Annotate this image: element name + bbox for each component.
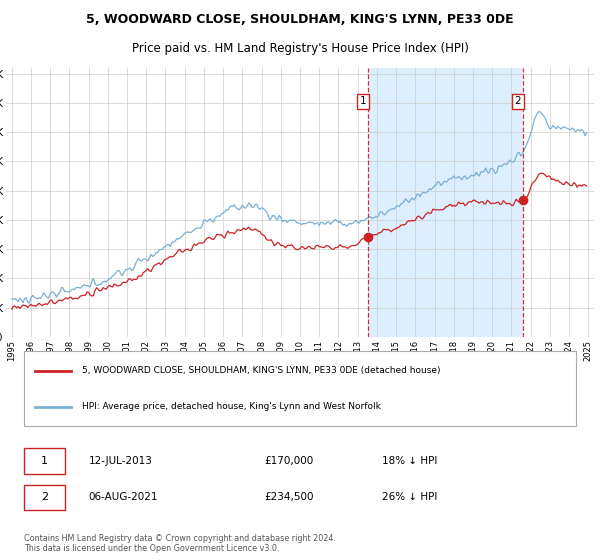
Text: 18% ↓ HPI: 18% ↓ HPI — [382, 456, 437, 466]
Text: Contains HM Land Registry data © Crown copyright and database right 2024.
This d: Contains HM Land Registry data © Crown c… — [23, 534, 335, 553]
Text: 06-AUG-2021: 06-AUG-2021 — [88, 492, 158, 502]
FancyBboxPatch shape — [23, 449, 65, 474]
FancyBboxPatch shape — [23, 352, 577, 426]
Bar — [368, 68, 523, 337]
Text: 12-JUL-2013: 12-JUL-2013 — [88, 456, 152, 466]
Text: 2: 2 — [41, 492, 48, 502]
Text: Price paid vs. HM Land Registry's House Price Index (HPI): Price paid vs. HM Land Registry's House … — [131, 42, 469, 55]
Text: 1: 1 — [360, 96, 367, 106]
Text: £170,000: £170,000 — [265, 456, 314, 466]
Text: 5, WOODWARD CLOSE, SHOULDHAM, KING'S LYNN, PE33 0DE (detached house): 5, WOODWARD CLOSE, SHOULDHAM, KING'S LYN… — [82, 366, 441, 375]
Text: 26% ↓ HPI: 26% ↓ HPI — [382, 492, 437, 502]
Text: 2: 2 — [515, 96, 521, 106]
Text: £234,500: £234,500 — [265, 492, 314, 502]
Text: 1: 1 — [41, 456, 48, 466]
FancyBboxPatch shape — [23, 485, 65, 510]
Text: HPI: Average price, detached house, King's Lynn and West Norfolk: HPI: Average price, detached house, King… — [82, 403, 382, 412]
Text: 5, WOODWARD CLOSE, SHOULDHAM, KING'S LYNN, PE33 0DE: 5, WOODWARD CLOSE, SHOULDHAM, KING'S LYN… — [86, 13, 514, 26]
